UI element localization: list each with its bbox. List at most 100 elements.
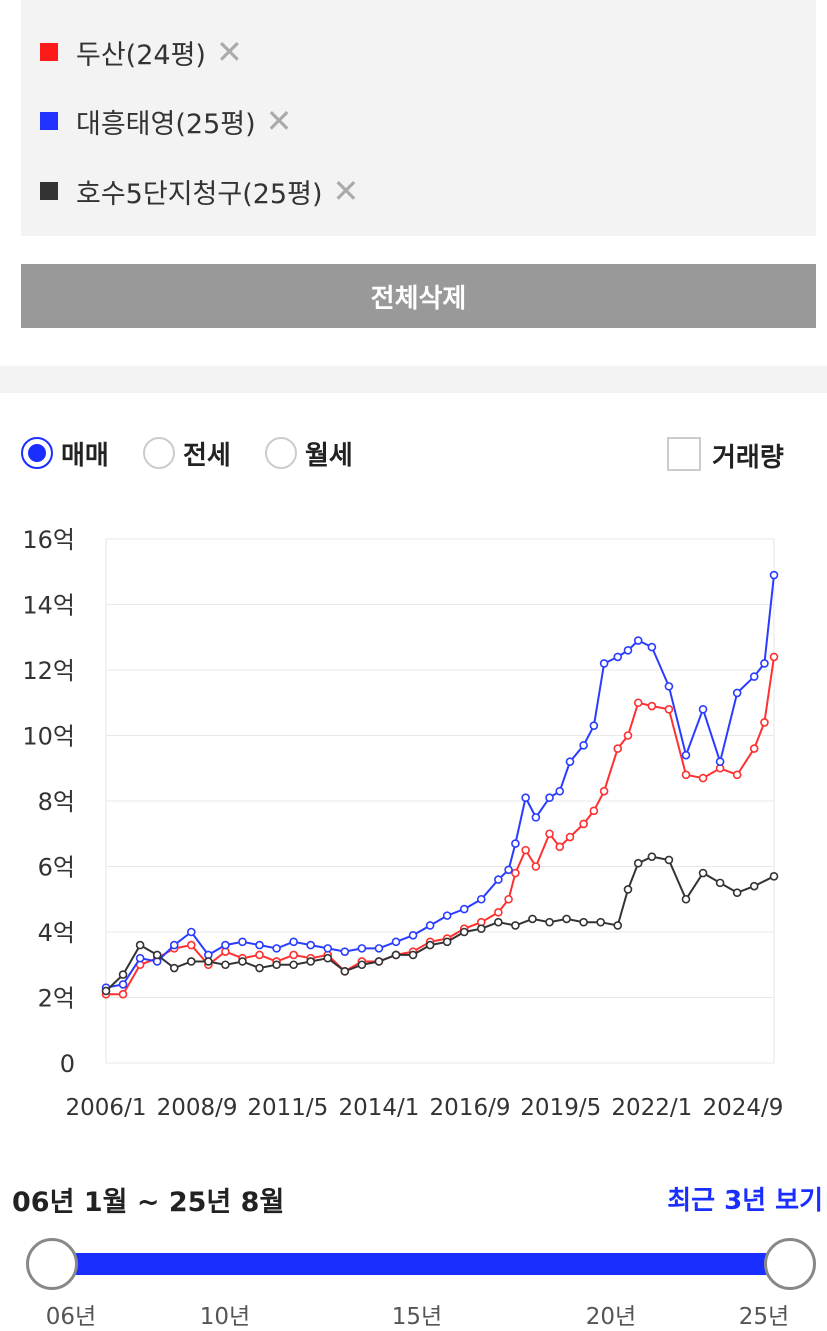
data-point: [565, 832, 575, 842]
data-point: [169, 963, 179, 973]
data-point: [476, 917, 486, 927]
data-point: [494, 917, 503, 927]
remove-icon[interactable]: ✕: [332, 172, 360, 210]
data-point: [221, 947, 230, 956]
data-point: [459, 924, 469, 934]
legend-item: 호수5단지청구(25평) ✕: [40, 171, 359, 211]
data-point: [732, 888, 742, 898]
data-point: [715, 878, 725, 888]
data-point: [442, 937, 452, 947]
recent-3-years-link[interactable]: 최근 3년 보기: [667, 1186, 823, 1216]
data-point: [511, 868, 520, 878]
data-point: [204, 960, 213, 970]
data-point: [760, 659, 769, 668]
data-point: [135, 940, 145, 950]
data-point: [613, 921, 623, 930]
y-tick-label: 8억: [38, 788, 75, 816]
data-point: [531, 862, 541, 871]
data-point: [769, 872, 779, 881]
radio-jeonse-circle[interactable]: [143, 437, 175, 469]
radio-jeonse[interactable]: 전세: [143, 430, 231, 476]
data-point: [238, 957, 247, 966]
data-point: [255, 963, 264, 973]
data-point: [152, 953, 162, 963]
data-point: [623, 885, 633, 894]
data-point: [681, 894, 691, 904]
series-line: [105, 574, 775, 989]
data-point: [664, 855, 674, 865]
legend-label: 대흥태영(25평): [76, 108, 256, 140]
data-point: [152, 957, 162, 966]
radio-monthly-rent-circle[interactable]: [265, 437, 297, 469]
slider-tick-label: 10년: [199, 1304, 251, 1330]
legend-item: 두산(24평) ✕: [40, 32, 243, 72]
data-point: [633, 698, 643, 708]
data-point: [579, 741, 588, 750]
range-slider-end-handle[interactable]: [764, 1238, 816, 1290]
data-point: [408, 947, 418, 956]
remove-icon[interactable]: ✕: [215, 33, 243, 71]
data-point: [732, 770, 742, 780]
data-point: [118, 980, 128, 989]
data-point: [323, 950, 333, 960]
data-point: [118, 989, 128, 999]
range-slider-start-handle[interactable]: [26, 1238, 78, 1290]
data-point: [323, 953, 333, 963]
volume-checkbox-label: 거래량: [712, 443, 784, 473]
y-tick-label: 0: [60, 1050, 75, 1078]
data-point: [511, 921, 520, 930]
data-point: [459, 904, 469, 914]
slider-tick-label: 25년: [738, 1304, 790, 1330]
data-point: [511, 839, 520, 848]
data-point: [204, 957, 213, 966]
data-point: [204, 950, 213, 960]
volume-checkbox[interactable]: [667, 437, 701, 471]
data-point: [186, 927, 196, 937]
x-tick-label: 2022/1: [611, 1095, 692, 1121]
data-point: [596, 917, 605, 927]
data-point: [186, 940, 196, 950]
data-point: [289, 960, 298, 970]
data-point: [374, 944, 384, 953]
series-line: [106, 656, 775, 996]
data-point: [647, 642, 657, 652]
radio-monthly-rent[interactable]: 월세: [265, 430, 353, 476]
data-point: [647, 701, 657, 711]
data-point: [442, 934, 452, 943]
data-point: [374, 957, 384, 966]
data-point: [528, 914, 537, 924]
radio-jeonse-label: 전세: [183, 440, 231, 471]
data-point: [476, 924, 486, 934]
radio-sale[interactable]: 매매: [21, 430, 109, 476]
data-point: [238, 953, 247, 963]
data-point: [340, 966, 350, 976]
data-point: [769, 570, 779, 580]
data-point: [101, 986, 111, 996]
x-tick-label: 2011/5: [247, 1095, 328, 1121]
data-point: [494, 875, 503, 884]
clear-all-button[interactable]: 전체삭제: [21, 264, 816, 328]
data-point: [715, 763, 725, 773]
data-point: [589, 721, 599, 730]
data-point: [425, 921, 435, 930]
data-point: [374, 957, 384, 966]
data-point: [749, 744, 759, 753]
slider-tick-label: 06년: [45, 1304, 97, 1330]
data-point: [255, 940, 264, 950]
data-point: [459, 927, 469, 937]
data-point: [562, 914, 571, 924]
data-point: [613, 652, 623, 662]
range-slider-track[interactable]: [52, 1253, 790, 1275]
data-point: [272, 960, 281, 970]
y-tick-label: 14억: [22, 592, 75, 620]
radio-sale-circle[interactable]: [21, 437, 53, 469]
remove-icon[interactable]: ✕: [265, 102, 293, 140]
data-point: [476, 894, 486, 904]
data-point: [306, 957, 315, 966]
data-point: [272, 957, 281, 966]
data-point: [749, 881, 759, 891]
data-point: [101, 989, 111, 999]
data-point: [442, 911, 452, 920]
data-point: [357, 944, 367, 953]
data-point: [681, 770, 691, 780]
